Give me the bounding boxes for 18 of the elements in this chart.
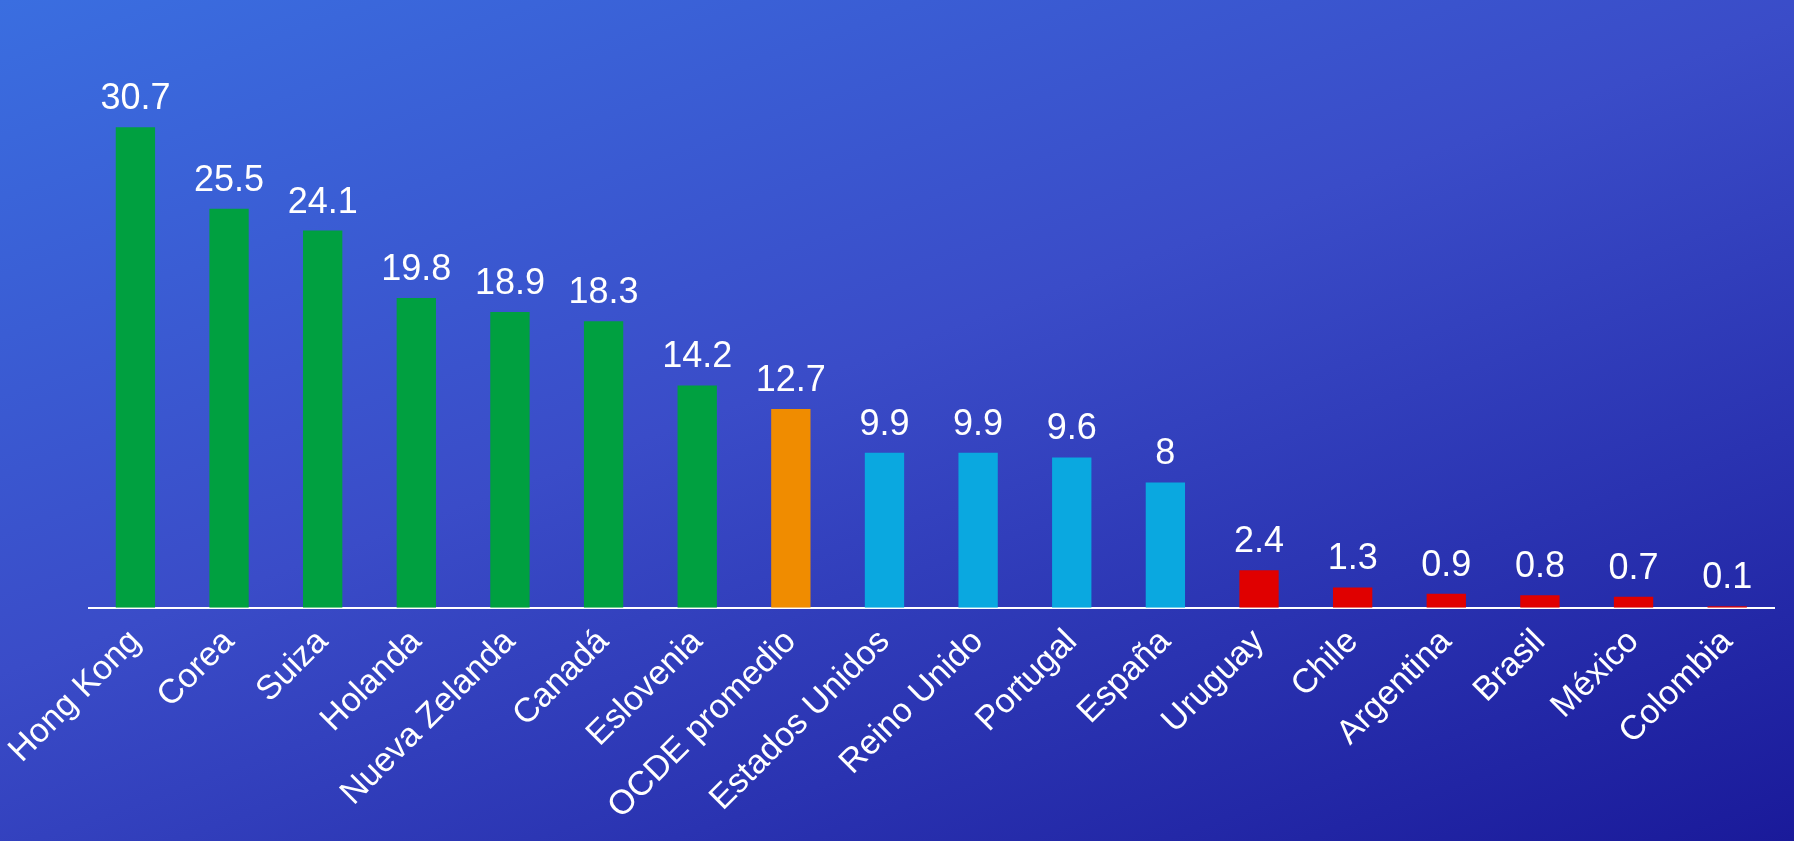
data-label: 12.7 [755, 357, 826, 399]
data-label: 0.7 [1608, 545, 1659, 587]
data-label: 9.9 [859, 401, 910, 443]
data-label: 30.7 [100, 76, 171, 118]
data-label: 14.2 [662, 334, 733, 376]
data-label: 2.4 [1233, 519, 1285, 561]
data-label: 19.8 [381, 246, 452, 288]
data-label: 18.3 [568, 270, 639, 312]
data-label: 0.9 [1421, 542, 1472, 584]
data-label: 9.9 [953, 401, 1004, 443]
data-label: 1.3 [1327, 536, 1378, 578]
data-label: 24.1 [287, 179, 358, 221]
data-label: 18.9 [474, 260, 545, 302]
data-label: 0.8 [1514, 544, 1565, 586]
data-label: 9.6 [1046, 406, 1097, 448]
data-label: 8 [1155, 431, 1176, 473]
data-label: 0.1 [1702, 555, 1753, 597]
data-label: 25.5 [194, 157, 265, 199]
